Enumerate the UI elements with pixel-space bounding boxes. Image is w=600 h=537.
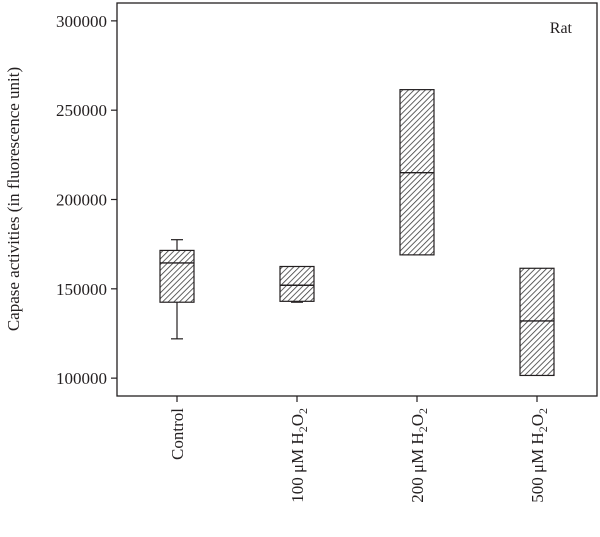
box-4	[519, 267, 555, 377]
box-2	[279, 265, 315, 303]
box-iqr	[519, 267, 555, 377]
box-3	[399, 89, 435, 256]
x-category-label: 200 μM H2O2	[408, 408, 430, 503]
x-category-label: Control	[168, 408, 187, 460]
y-axis-label: Capase activities (in fluorescence unit)	[4, 67, 23, 331]
y-tick-label: 200000	[56, 191, 107, 210]
label-text: 200 μM H	[408, 432, 427, 503]
label-text: 500 μM H	[528, 432, 547, 503]
label-subscript: 2	[416, 426, 430, 432]
boxes	[159, 89, 555, 377]
x-category-label: 100 μM H2O2	[288, 408, 310, 503]
y-axis: 100000 150000 200000 250000 300000	[56, 12, 117, 388]
label-text: O	[408, 414, 427, 426]
y-tick-label: 250000	[56, 101, 107, 120]
y-tick-label: 100000	[56, 369, 107, 388]
label-subscript: 2	[296, 408, 310, 414]
label-text: Control	[168, 408, 187, 460]
label-subscript: 2	[416, 408, 430, 414]
box-1	[159, 239, 195, 340]
x-category-label: 500 μM H2O2	[528, 408, 550, 503]
label-text: 100 μM H	[288, 432, 307, 503]
y-tick-label: 150000	[56, 280, 107, 299]
label-text: O	[288, 414, 307, 426]
chart-annotation: Rat	[550, 20, 573, 37]
label-text: O	[528, 414, 547, 426]
label-subscript: 2	[536, 426, 550, 432]
label-subscript: 2	[536, 408, 550, 414]
box-iqr	[279, 265, 315, 302]
label-subscript: 2	[296, 426, 310, 432]
box-iqr	[159, 249, 195, 303]
y-tick-label: 300000	[56, 12, 107, 31]
